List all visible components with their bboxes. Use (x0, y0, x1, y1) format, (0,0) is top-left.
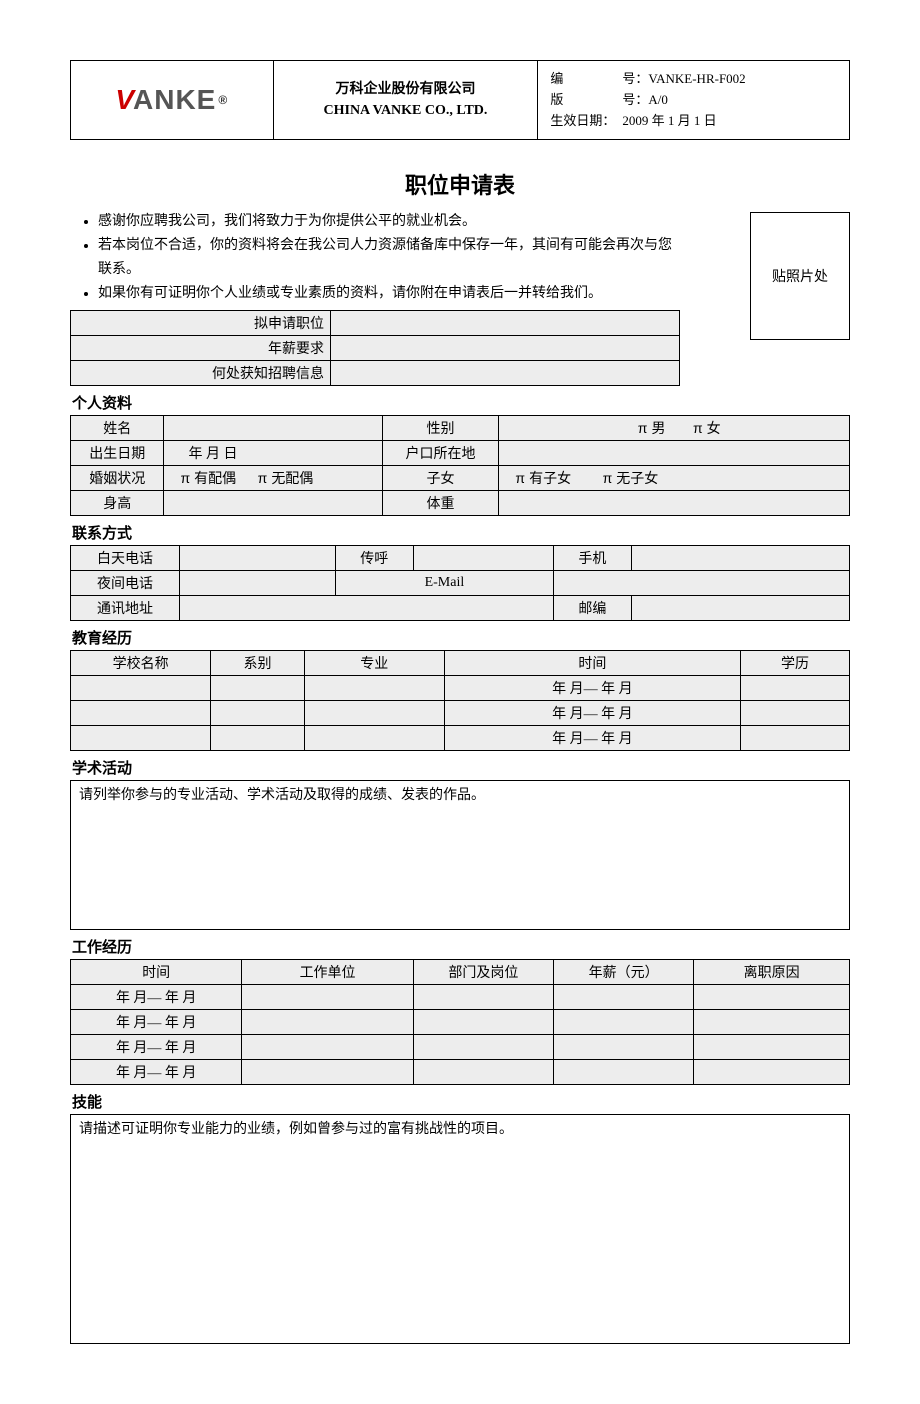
name-input[interactable] (164, 415, 382, 440)
label-dayphone: 白天电话 (71, 545, 180, 570)
skills-textarea[interactable]: 请描述可证明你专业能力的业绩，例如曾参与过的富有挑战性的项目。 (70, 1114, 850, 1344)
photo-placeholder[interactable]: 贴照片处 (750, 212, 850, 340)
company-name-cn: 万科企业股份有限公司 (286, 79, 526, 100)
apply-salary-input[interactable] (331, 335, 680, 360)
edu-row[interactable]: 年 月— 年 月 (71, 725, 850, 750)
edu-row[interactable]: 年 月— 年 月 (71, 675, 850, 700)
label-hukou: 户口所在地 (382, 440, 499, 465)
edu-col-degree: 学历 (740, 650, 849, 675)
weight-input[interactable] (499, 490, 850, 515)
birth-input[interactable]: 年 月 日 (164, 440, 382, 465)
edu-row[interactable]: 年 月— 年 月 (71, 700, 850, 725)
doc-header: VANKE® 万科企业股份有限公司 CHINA VANKE CO., LTD. … (70, 60, 850, 140)
intro-bullet: 感谢你应聘我公司，我们将致力于为你提供公平的就业机会。 (98, 210, 680, 234)
work-row[interactable]: 年 月— 年 月 (71, 1059, 850, 1084)
postcode-input[interactable] (631, 595, 849, 620)
work-row[interactable]: 年 月— 年 月 (71, 1034, 850, 1059)
intro-section: 感谢你应聘我公司，我们将致力于为你提供公平的就业机会。 若本岗位不合适，你的资料… (70, 210, 850, 385)
label-nightphone: 夜间电话 (71, 570, 180, 595)
section-personal: 个人资料 (72, 392, 850, 413)
section-skills: 技能 (72, 1091, 850, 1112)
doc-date: 2009 年 1 月 1 日 (622, 111, 716, 132)
education-table: 学校名称 系别 专业 时间 学历 年 月— 年 月 年 月— 年 月 年 月— … (70, 650, 850, 751)
pager-input[interactable] (413, 545, 553, 570)
nightphone-input[interactable] (180, 570, 336, 595)
section-academic: 学术活动 (72, 757, 850, 778)
label-children: 子女 (382, 465, 499, 490)
skills-prompt: 请描述可证明你专业能力的业绩，例如曾参与过的富有挑战性的项目。 (79, 1122, 513, 1137)
work-col-reason: 离职原因 (694, 959, 850, 984)
work-col-salary: 年薪（元） (553, 959, 693, 984)
height-input[interactable] (164, 490, 382, 515)
intro-bullet: 如果你有可证明你个人业绩或专业素质的资料，请你附在申请表后一并转给我们。 (98, 282, 680, 306)
section-education: 教育经历 (72, 627, 850, 648)
personal-table: 姓名 性别 π男 π女 出生日期 年 月 日 户口所在地 婚姻状况 π有配偶 π… (70, 415, 850, 516)
address-input[interactable] (180, 595, 554, 620)
logo-cell: VANKE® (71, 61, 274, 140)
edu-col-major: 专业 (304, 650, 444, 675)
label-gender: 性别 (382, 415, 499, 440)
apply-position-label: 拟申请职位 (71, 310, 331, 335)
label-name: 姓名 (71, 415, 164, 440)
vanke-logo: VANKE® (115, 84, 228, 116)
label-mobile: 手机 (553, 545, 631, 570)
company-name-en: CHINA VANKE CO., LTD. (286, 100, 526, 121)
work-col-employer: 工作单位 (242, 959, 413, 984)
gender-options[interactable]: π男 π女 (499, 415, 850, 440)
section-work: 工作经历 (72, 936, 850, 957)
work-table: 时间 工作单位 部门及岗位 年薪（元） 离职原因 年 月— 年 月 年 月— 年… (70, 959, 850, 1085)
work-row[interactable]: 年 月— 年 月 (71, 1009, 850, 1034)
mobile-input[interactable] (631, 545, 849, 570)
company-cell: 万科企业股份有限公司 CHINA VANKE CO., LTD. (273, 61, 538, 140)
work-row[interactable]: 年 月— 年 月 (71, 984, 850, 1009)
doc-version: A/0 (648, 90, 668, 111)
intro-bullet: 若本岗位不合适，你的资料将会在我公司人力资源储备库中保存一年，其间有可能会再次与… (98, 234, 680, 282)
apply-salary-label: 年薪要求 (71, 335, 331, 360)
academic-prompt: 请列举你参与的专业活动、学术活动及取得的成绩、发表的作品。 (79, 788, 485, 803)
label-marital: 婚姻状况 (71, 465, 164, 490)
work-col-period: 时间 (71, 959, 242, 984)
doc-meta: 编 号： VANKE-HR-F002 版 号： A/0 生效日期： 2009 年… (538, 61, 850, 140)
edu-col-period: 时间 (444, 650, 740, 675)
label-birth: 出生日期 (71, 440, 164, 465)
apply-position-input[interactable] (331, 310, 680, 335)
page-title: 职位申请表 (70, 168, 850, 200)
section-contact: 联系方式 (72, 522, 850, 543)
contact-table: 白天电话 传呼 手机 夜间电话 E-Mail 通讯地址 邮编 (70, 545, 850, 621)
marital-options[interactable]: π有配偶 π无配偶 (164, 465, 382, 490)
label-height: 身高 (71, 490, 164, 515)
apply-source-label: 何处获知招聘信息 (71, 360, 331, 385)
dayphone-input[interactable] (180, 545, 336, 570)
label-pager: 传呼 (335, 545, 413, 570)
hukou-input[interactable] (499, 440, 850, 465)
edu-col-school: 学校名称 (71, 650, 211, 675)
doc-code: VANKE-HR-F002 (648, 69, 745, 90)
apply-table: 拟申请职位 年薪要求 何处获知招聘信息 (70, 310, 680, 386)
children-options[interactable]: π有子女 π无子女 (499, 465, 850, 490)
edu-col-dept: 系别 (211, 650, 304, 675)
email-input[interactable] (553, 570, 849, 595)
label-email: E-Mail (335, 570, 553, 595)
label-weight: 体重 (382, 490, 499, 515)
label-address: 通讯地址 (71, 595, 180, 620)
label-postcode: 邮编 (553, 595, 631, 620)
academic-textarea[interactable]: 请列举你参与的专业活动、学术活动及取得的成绩、发表的作品。 (70, 780, 850, 930)
work-col-deptpos: 部门及岗位 (413, 959, 553, 984)
apply-source-input[interactable] (331, 360, 680, 385)
